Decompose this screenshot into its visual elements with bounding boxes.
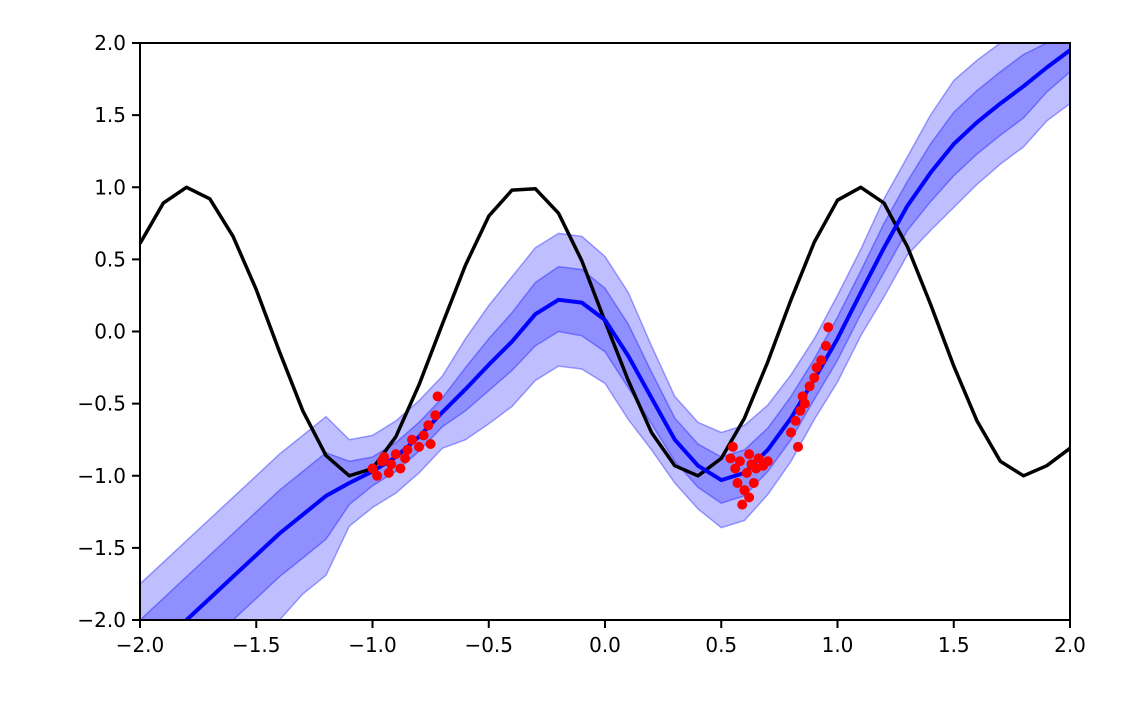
observation-point (395, 463, 406, 474)
observation-point (744, 492, 755, 503)
observation-point (820, 340, 831, 351)
observation-point (418, 430, 429, 441)
x-tick-label: 1.0 (822, 633, 854, 657)
y-tick-label: 0.0 (94, 320, 126, 344)
observation-point (786, 427, 796, 438)
y-tick-label: 1.5 (94, 103, 126, 127)
x-tick-label: −1.0 (348, 633, 397, 657)
observation-point (753, 453, 764, 464)
y-tick-label: 2.0 (94, 31, 126, 55)
observation-point (744, 449, 755, 460)
observation-point (432, 391, 443, 402)
observation-point (734, 456, 745, 467)
x-tick-label: −1.5 (232, 633, 281, 657)
observation-point (407, 434, 417, 445)
observation-point (737, 499, 748, 510)
x-tick-label: −0.5 (464, 633, 513, 657)
observation-points (367, 322, 834, 510)
observation-point (739, 485, 750, 496)
observation-point (811, 362, 822, 373)
x-tick-label: 0.5 (705, 633, 737, 657)
observation-point (793, 441, 803, 452)
observation-point (727, 441, 738, 452)
observation-point (762, 456, 773, 467)
y-tick-label: −0.5 (77, 392, 126, 416)
observation-point (383, 467, 394, 478)
y-tick-label: 0.5 (94, 247, 126, 271)
observation-point (795, 405, 806, 416)
y-tick-label: −2.0 (77, 608, 126, 632)
observation-point (423, 420, 434, 431)
observation-point (430, 410, 441, 421)
observation-point (425, 439, 436, 449)
observation-point (823, 322, 834, 333)
observation-point (790, 415, 801, 426)
y-axis: −2.0 −1.5 −1.0 −0.5 0.0 0.5 1.0 1.5 2.0 (77, 31, 140, 632)
observation-point (741, 467, 752, 478)
observation-point (414, 441, 424, 452)
observation-point (372, 470, 383, 481)
observation-point (379, 452, 390, 462)
x-tick-label: 2.0 (1054, 633, 1086, 657)
observation-point (400, 453, 411, 464)
x-tick-label: 1.5 (938, 633, 970, 657)
y-tick-label: −1.5 (77, 536, 126, 560)
observation-point (390, 449, 401, 460)
series-lines (140, 48, 1070, 620)
y-tick-label: 1.0 (94, 175, 126, 199)
predictive-mean-line (183, 48, 1070, 620)
x-tick-label: −2.0 (116, 633, 165, 657)
observation-point (367, 463, 378, 474)
x-axis: −2.0 −1.5 −1.0 −0.5 0.0 0.5 1.0 1.5 2.0 (116, 620, 1086, 657)
observation-point (748, 478, 759, 488)
y-tick-label: −1.0 (77, 464, 126, 488)
observation-point (816, 355, 827, 366)
observation-point (809, 372, 820, 383)
observation-point (402, 444, 413, 455)
x-tick-label: 0.0 (589, 633, 621, 657)
observation-point (804, 381, 815, 392)
observation-point (732, 478, 743, 488)
observation-point (725, 453, 736, 464)
observation-point (386, 459, 397, 470)
observation-point (730, 463, 741, 474)
observation-point (799, 398, 810, 409)
